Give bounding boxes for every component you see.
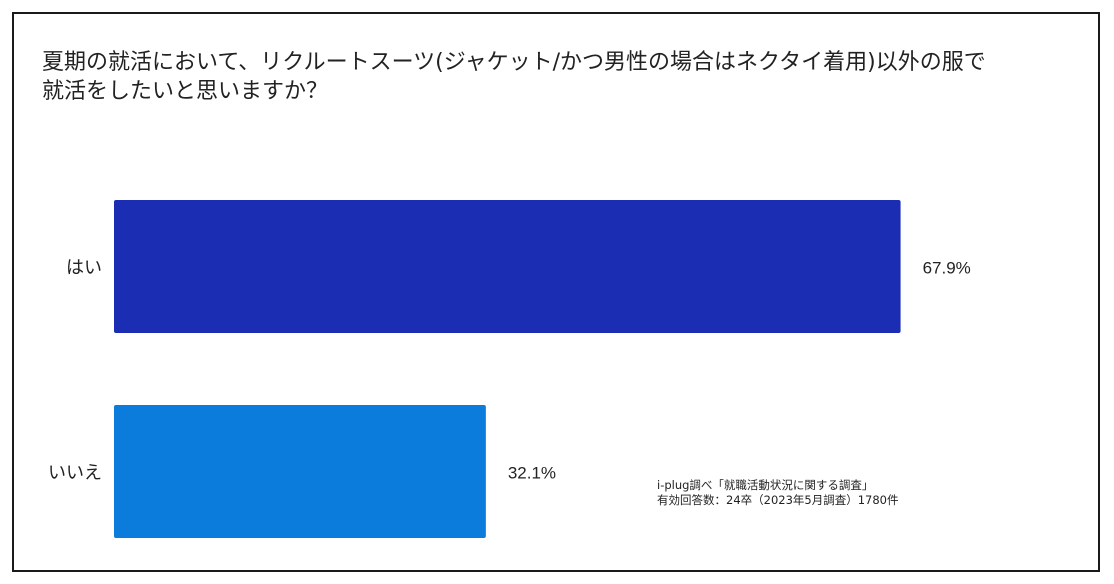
title-line-2: 就活をしたいと思いますか？ — [42, 79, 329, 104]
value-label-2: 32.1% — [508, 464, 556, 483]
category-label-1: はい — [66, 258, 102, 279]
source-note: i-plug調べ「就職活動状況に関する調査」 有効回答数：24卒（2023年5月… — [657, 478, 898, 508]
category-label-2: いいえ — [48, 463, 102, 484]
value-label-1: 67.9% — [923, 259, 971, 278]
source-line-2: 有効回答数：24卒（2023年5月調査）1780件 — [657, 493, 899, 507]
chart-title: 夏期の就活において、リクルートスーツ(ジャケット/かつ男性の場合はネクタイ着用)… — [42, 48, 1082, 106]
bar-2 — [114, 405, 486, 538]
source-line-1: i-plug調べ「就職活動状況に関する調査」 — [657, 478, 874, 492]
bar-1 — [114, 200, 901, 333]
title-line-1: 夏期の就活において、リクルートスーツ(ジャケット/かつ男性の場合はネクタイ着用)… — [42, 50, 986, 75]
